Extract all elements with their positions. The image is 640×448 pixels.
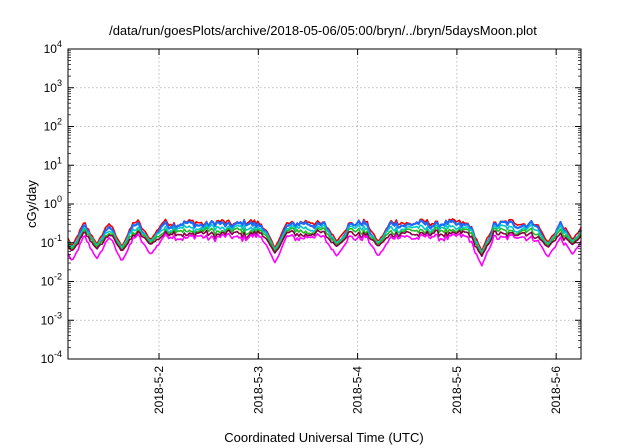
y-tick-label: 101 [44, 155, 62, 172]
y-tick-label: 102 [44, 117, 62, 134]
y-tick-base: 10 [41, 313, 55, 327]
y-tick-label: 104 [44, 39, 62, 56]
x-axis-label: Coordinated Universal Time (UTC) [224, 430, 423, 445]
series-line [67, 229, 582, 257]
y-tick-label: 100 [44, 194, 62, 211]
y-tick-label: 10-4 [41, 349, 62, 366]
series-line [67, 226, 582, 256]
y-tick-exponent: 3 [57, 78, 62, 88]
y-tick-base: 10 [44, 81, 58, 95]
y-tick-label: 103 [44, 78, 62, 95]
y-tick-exponent: -2 [54, 272, 62, 282]
y-tick-base: 10 [44, 120, 58, 134]
y-tick-base: 10 [44, 158, 58, 172]
x-tick-label: 2018-5-6 [549, 366, 563, 414]
y-tick-base: 10 [44, 197, 58, 211]
y-tick-label: 10-3 [41, 310, 62, 327]
y-tick-base: 10 [44, 42, 58, 56]
y-tick-exponent: 4 [57, 39, 62, 49]
y-tick-base: 10 [41, 236, 55, 250]
chart-title: /data/run/goesPlots/archive/2018-05-06/0… [109, 23, 537, 38]
series-line [67, 223, 582, 254]
x-axis-ticks: 2018-5-2 2018-5-3 2018-5-4 2018-5-5 2018-5-6 [152, 49, 563, 414]
series-line [67, 232, 582, 267]
series-group [66, 218, 583, 267]
y-tick-exponent: -3 [54, 310, 62, 320]
grid [68, 49, 581, 359]
y-axis-label: cGy/day [24, 180, 39, 228]
y-tick-label: 10-1 [41, 233, 62, 250]
y-tick-base: 10 [41, 275, 55, 289]
x-tick-label: 2018-5-2 [152, 366, 166, 414]
y-tick-exponent: 0 [57, 194, 62, 204]
y-tick-exponent: -4 [54, 349, 62, 359]
x-tick-label: 2018-5-5 [450, 366, 464, 414]
y-tick-base: 10 [41, 352, 55, 366]
y-tick-label: 10-2 [41, 272, 62, 289]
y-tick-exponent: -1 [54, 233, 62, 243]
y-tick-exponent: 2 [57, 117, 62, 127]
y-tick-exponent: 1 [57, 155, 62, 165]
x-tick-label: 2018-5-4 [351, 366, 365, 414]
x-tick-label: 2018-5-3 [251, 366, 265, 414]
